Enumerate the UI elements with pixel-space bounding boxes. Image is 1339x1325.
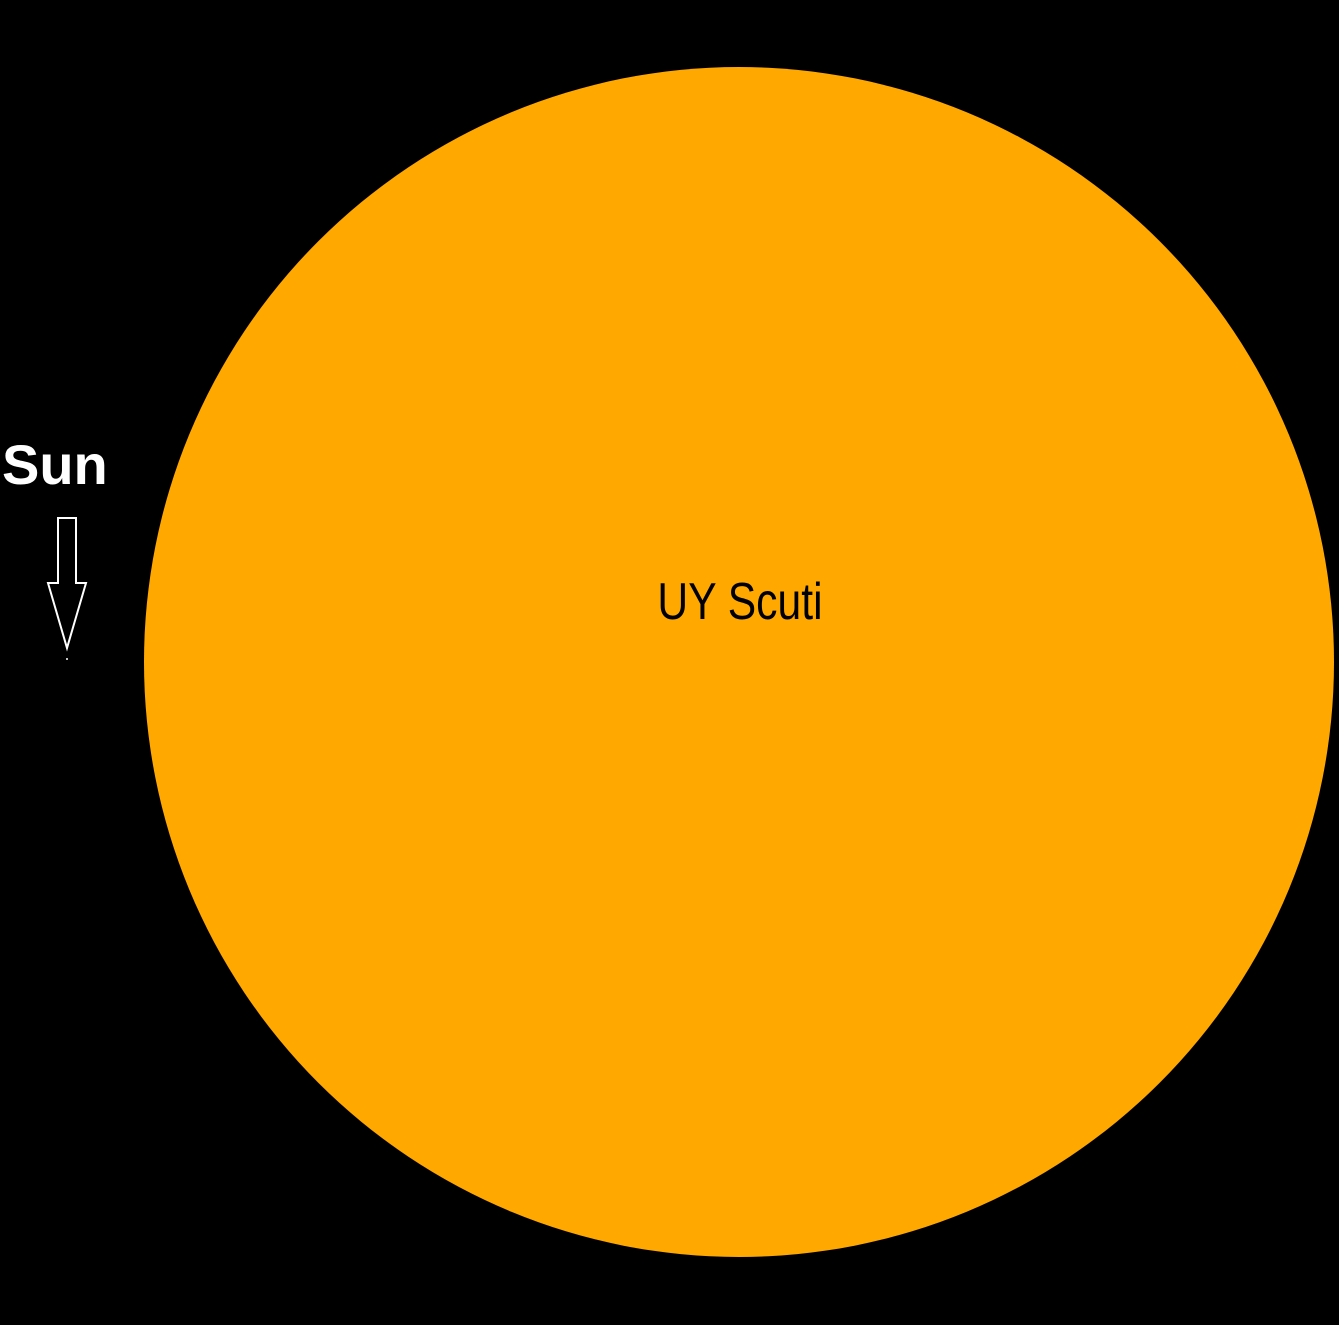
- uy-scuti-disc: [144, 67, 1334, 1257]
- uy-scuti-label: UY Scuti: [576, 570, 904, 634]
- sun-dot: [66, 658, 68, 660]
- sun-label: Sun: [2, 432, 108, 498]
